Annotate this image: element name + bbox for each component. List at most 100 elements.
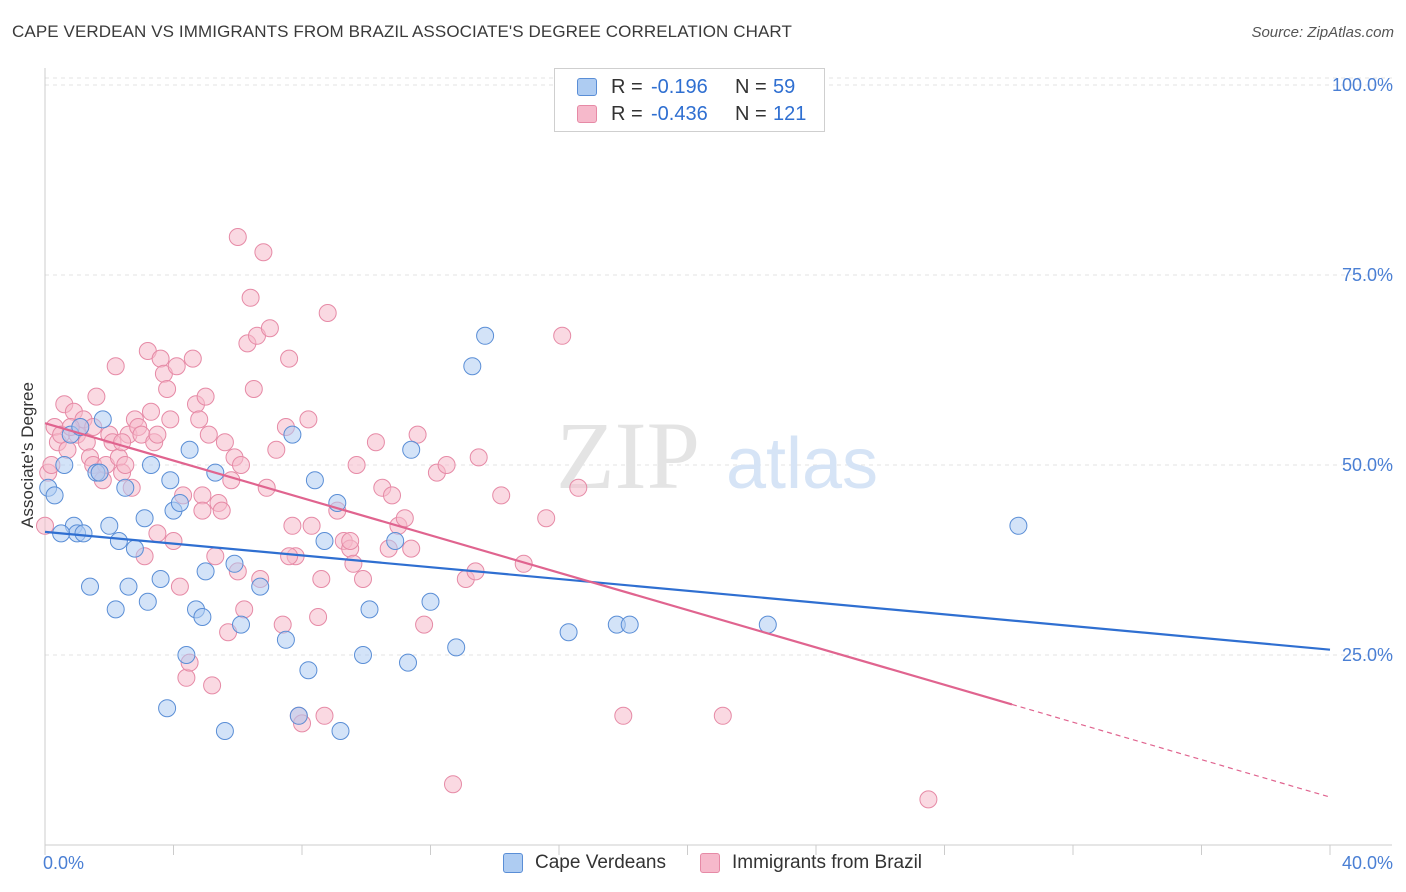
- data-point-immigrants-from-brazil: [614, 706, 633, 725]
- data-point-immigrants-from-brazil: [437, 456, 456, 474]
- data-point-cape-verdeans: [232, 615, 250, 634]
- stats-legend: R = -0.196 N = 59 R = -0.436 N = 121: [554, 68, 825, 132]
- data-point-cape-verdeans: [402, 440, 421, 459]
- legend-n-label: N =: [735, 75, 767, 98]
- legend-r-value: -0.436: [651, 102, 708, 125]
- legend-n-label: N =: [735, 102, 767, 125]
- y-axis-label: Associate's Degree: [18, 382, 37, 528]
- data-point-immigrants-from-brazil: [58, 440, 77, 459]
- data-point-immigrants-from-brazil: [148, 425, 167, 444]
- data-point-immigrants-from-brazil: [408, 425, 427, 444]
- data-point-immigrants-from-brazil: [203, 676, 222, 695]
- data-point-immigrants-from-brazil: [280, 547, 299, 566]
- data-point-immigrants-from-brazil: [199, 425, 218, 444]
- data-point-cape-verdeans: [315, 532, 334, 550]
- data-point-immigrants-from-brazil: [161, 410, 180, 429]
- data-point-immigrants-from-brazil: [235, 600, 254, 619]
- data-point-cape-verdeans: [476, 326, 495, 345]
- data-point-immigrants-from-brazil: [569, 478, 588, 497]
- grid-layer: [45, 77, 1392, 656]
- data-point-immigrants-from-brazil: [395, 509, 414, 528]
- data-point-immigrants-from-brazil: [215, 433, 234, 452]
- data-point-immigrants-from-brazil: [302, 516, 321, 535]
- data-point-immigrants-from-brazil: [492, 486, 511, 505]
- data-point-cape-verdeans: [119, 577, 138, 596]
- data-point-immigrants-from-brazil: [366, 433, 385, 452]
- data-point-immigrants-from-brazil: [244, 380, 263, 398]
- bottom-legend-immigrants-from-brazil[interactable]: Immigrants from Brazil: [700, 852, 922, 874]
- data-point-cape-verdeans: [125, 539, 144, 558]
- data-point-cape-verdeans: [177, 646, 196, 664]
- legend-swatch-blue: [577, 78, 597, 96]
- data-point-cape-verdeans: [151, 570, 170, 588]
- data-point-cape-verdeans: [55, 456, 74, 474]
- source-credit: Source: ZipAtlas.com: [1251, 24, 1394, 41]
- data-point-cape-verdeans: [90, 463, 109, 482]
- data-point-immigrants-from-brazil: [183, 349, 202, 368]
- data-point-immigrants-from-brazil: [167, 357, 186, 376]
- data-point-immigrants-from-brazil: [318, 304, 337, 322]
- data-point-immigrants-from-brazil: [196, 387, 215, 406]
- data-point-cape-verdeans: [1009, 516, 1028, 535]
- bottom-legend-label: Cape Verdeans: [535, 852, 666, 873]
- legend-r-label: R =: [611, 75, 643, 98]
- data-point-immigrants-from-brazil: [228, 228, 247, 246]
- data-point-cape-verdeans: [106, 600, 125, 619]
- data-point-immigrants-from-brazil: [283, 516, 302, 535]
- data-point-immigrants-from-brazil: [170, 577, 189, 596]
- data-point-cape-verdeans: [170, 494, 189, 512]
- data-point-immigrants-from-brazil: [415, 615, 434, 634]
- data-point-immigrants-from-brazil: [344, 554, 363, 573]
- data-point-cape-verdeans: [93, 410, 112, 429]
- data-point-cape-verdeans: [276, 630, 295, 649]
- data-point-cape-verdeans: [283, 425, 302, 444]
- data-point-immigrants-from-brazil: [469, 448, 488, 467]
- trend-line-immigrants-from-brazil: [44, 422, 1013, 706]
- trend-line-immigrants-from-brazil-extension: [1011, 703, 1331, 798]
- legend-n-value: 59: [773, 75, 796, 98]
- data-point-cape-verdeans: [225, 554, 244, 573]
- data-point-immigrants-from-brazil: [193, 501, 212, 520]
- data-point-cape-verdeans: [305, 471, 324, 490]
- y-tick-label: 50.0%: [1342, 455, 1393, 475]
- bottom-legend: Cape Verdeans Immigrants from Brazil: [0, 852, 1406, 878]
- data-point-cape-verdeans: [135, 509, 154, 528]
- watermark: ZIP atlas: [556, 402, 878, 509]
- data-point-immigrants-from-brazil: [267, 440, 286, 459]
- data-point-cape-verdeans: [215, 722, 234, 740]
- data-point-cape-verdeans: [138, 592, 157, 611]
- x-tick-label-min: 0.0%: [43, 853, 84, 873]
- trend-line-cape-verdeans: [44, 530, 1331, 651]
- data-point-cape-verdeans: [289, 706, 308, 725]
- data-point-immigrants-from-brazil: [241, 288, 260, 307]
- legend-r-label: R =: [611, 102, 643, 125]
- data-point-cape-verdeans: [193, 608, 212, 626]
- data-point-cape-verdeans: [74, 524, 93, 543]
- data-point-immigrants-from-brazil: [151, 349, 170, 368]
- data-point-cape-verdeans: [354, 646, 372, 664]
- bottom-legend-cape-verdeans[interactable]: Cape Verdeans: [503, 852, 666, 874]
- data-point-cape-verdeans: [447, 638, 466, 657]
- data-point-immigrants-from-brazil: [312, 570, 331, 588]
- data-point-immigrants-from-brazil: [537, 509, 556, 528]
- series-cape-verdeans: [39, 326, 1028, 740]
- data-point-cape-verdeans: [109, 532, 128, 550]
- data-point-cape-verdeans: [196, 562, 215, 581]
- data-point-cape-verdeans: [161, 471, 180, 490]
- data-point-immigrants-from-brazil: [158, 380, 177, 398]
- data-point-immigrants-from-brazil: [116, 456, 135, 474]
- legend-row-cape-verdeans: R = -0.196 N = 59: [577, 75, 795, 99]
- data-point-cape-verdeans: [45, 486, 64, 505]
- data-point-immigrants-from-brazil: [190, 410, 209, 429]
- data-point-immigrants-from-brazil: [444, 775, 462, 794]
- legend-n-value: 121: [773, 102, 807, 125]
- bottom-legend-label: Immigrants from Brazil: [732, 852, 923, 873]
- data-point-immigrants-from-brazil: [106, 357, 125, 376]
- data-point-immigrants-from-brazil: [148, 524, 167, 543]
- data-point-immigrants-from-brazil: [212, 501, 231, 520]
- data-point-immigrants-from-brazil: [36, 516, 54, 535]
- data-point-immigrants-from-brazil: [354, 570, 372, 588]
- data-point-cape-verdeans: [180, 440, 199, 459]
- data-point-immigrants-from-brazil: [309, 608, 328, 626]
